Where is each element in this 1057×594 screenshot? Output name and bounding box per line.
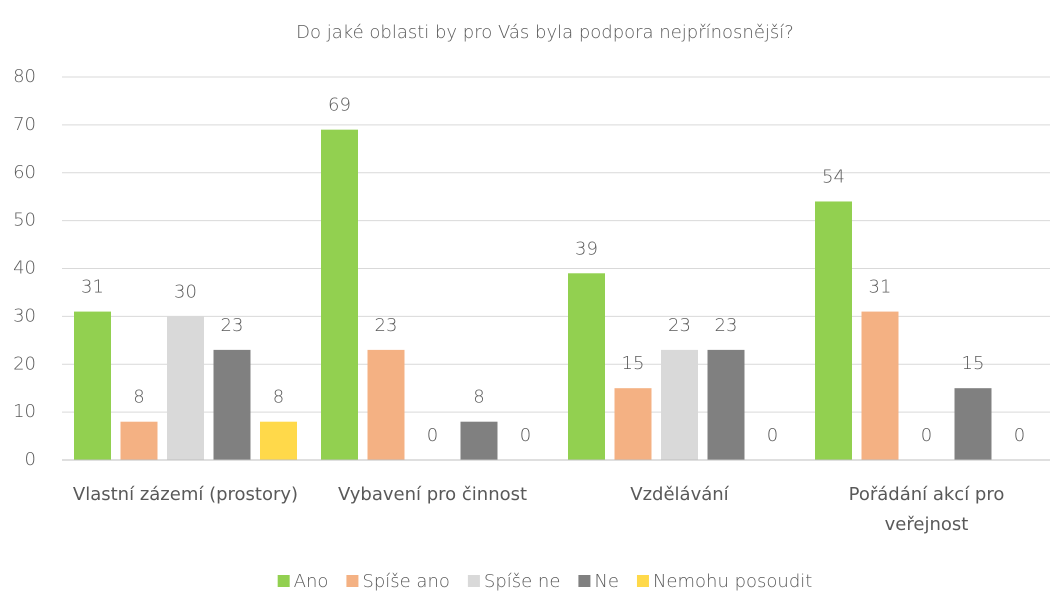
y-tick-label: 40 — [13, 258, 36, 279]
bar — [815, 201, 852, 460]
data-label: 23 — [375, 315, 398, 336]
legend-swatch — [636, 575, 649, 587]
bar — [707, 349, 745, 460]
data-label: 23 — [715, 315, 738, 336]
chart-title: Do jaké oblasti by pro Vás byla podpora … — [296, 22, 794, 43]
bar — [321, 129, 358, 460]
data-label: 30 — [174, 281, 197, 302]
data-label: 31 — [81, 277, 104, 298]
legend-swatch — [277, 575, 290, 587]
data-label: 39 — [575, 238, 598, 259]
legend-swatch — [467, 575, 480, 587]
x-tick-label: Pořádání akcí pro veřejnost — [848, 484, 1005, 535]
y-tick-label: 0 — [25, 449, 36, 470]
data-label: 0 — [921, 425, 932, 446]
x-tick-label: Vybavení pro činnost — [337, 484, 528, 505]
data-label: 8 — [133, 387, 144, 408]
legend-label: Ano — [294, 571, 329, 592]
bar — [120, 421, 158, 460]
bar — [74, 311, 111, 460]
y-tick-label: 60 — [13, 162, 36, 183]
bar — [460, 421, 498, 460]
data-label: 0 — [520, 425, 531, 446]
bar — [260, 421, 297, 460]
legend-label: Nemohu posoudit — [653, 571, 812, 592]
y-tick-label: 10 — [13, 401, 36, 422]
data-label: 23 — [221, 315, 244, 336]
legend-label: Spíše ne — [484, 571, 561, 592]
bar — [367, 349, 405, 460]
x-tick-label: Vlastní zázemí (prostory) — [72, 484, 299, 505]
y-tick-label: 70 — [13, 114, 36, 135]
data-label: 0 — [1014, 425, 1025, 446]
bar — [167, 316, 204, 460]
x-tick-label: Vzdělávání — [630, 484, 729, 505]
bar — [954, 388, 992, 460]
data-label: 54 — [822, 166, 845, 187]
legend-label: Spíše ano — [362, 571, 449, 592]
bar — [568, 273, 605, 460]
data-label: 15 — [622, 353, 645, 374]
data-label: 69 — [328, 95, 351, 116]
y-tick-label: 80 — [13, 66, 36, 87]
data-label: 8 — [273, 387, 284, 408]
data-label: 8 — [473, 387, 484, 408]
legend-swatch — [578, 575, 591, 587]
data-label: 23 — [668, 315, 691, 336]
bar — [614, 388, 652, 460]
legend-label: Ne — [594, 571, 619, 592]
data-label: 0 — [427, 425, 438, 446]
data-label: 15 — [962, 353, 985, 374]
bar — [661, 349, 698, 460]
bar — [213, 349, 251, 460]
y-tick-label: 50 — [13, 210, 36, 231]
y-tick-label: 20 — [13, 353, 36, 374]
bar — [861, 311, 899, 460]
y-tick-label: 30 — [13, 305, 36, 326]
legend-swatch — [346, 575, 359, 587]
data-label: 0 — [767, 425, 778, 446]
data-label: 31 — [869, 277, 892, 298]
